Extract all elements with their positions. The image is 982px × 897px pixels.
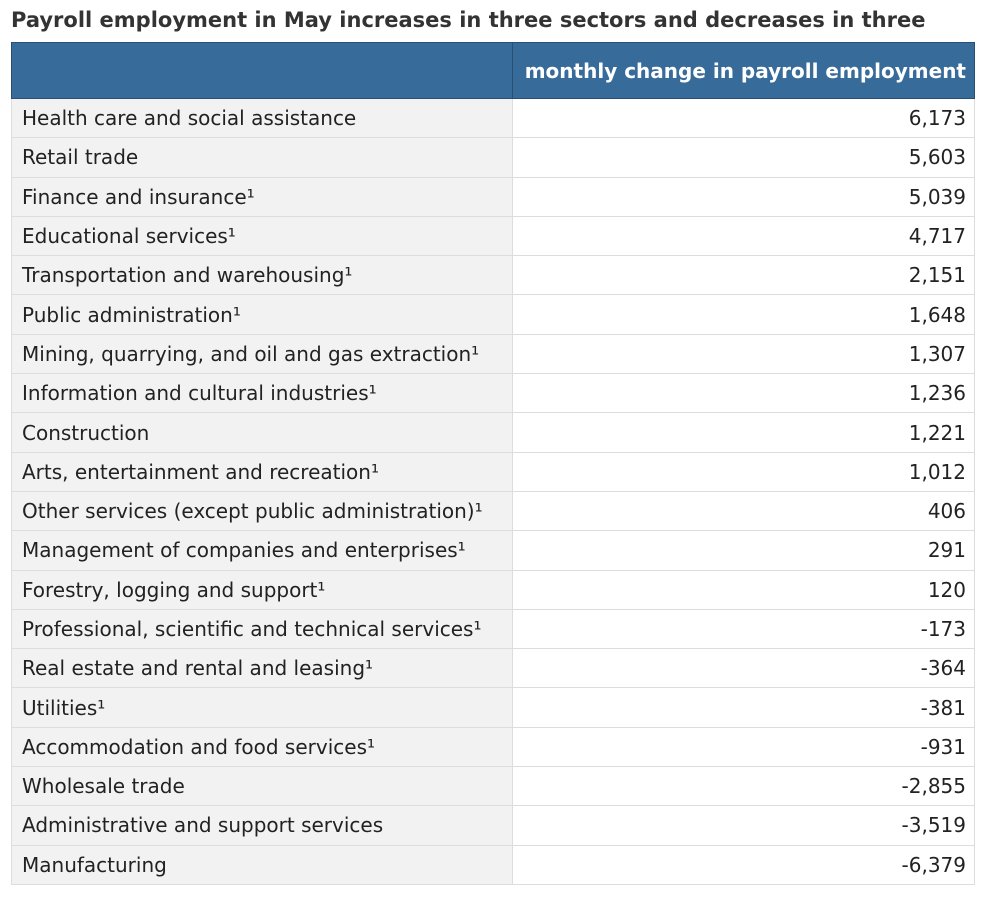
sector-label: Other services (except public administra… xyxy=(11,490,513,532)
sector-label: Information and cultural industries¹ xyxy=(11,373,513,414)
table-row: Arts, entertainment and recreation¹ 1,012 xyxy=(11,451,975,492)
monthly-change-column-header: monthly change in payroll employment xyxy=(512,42,975,99)
table-row: Information and cultural industries¹ 1,23… xyxy=(11,373,975,414)
monthly-change-value: -6,379 xyxy=(512,844,975,885)
table-row: Manufacturing -6,379 xyxy=(11,844,975,885)
monthly-change-value: 2,151 xyxy=(512,255,975,296)
header-row: monthly change in payroll employment xyxy=(11,42,975,99)
monthly-change-value: 1,012 xyxy=(512,451,975,492)
table-title: Payroll employment in May increases in t… xyxy=(11,8,926,32)
payroll-table: monthly change in payroll employment Hea… xyxy=(11,42,975,885)
sector-label: Finance and insurance¹ xyxy=(11,176,513,217)
table-row: Retail trade 5,603 xyxy=(11,137,975,178)
table-row: Mining, quarrying, and oil and gas extra… xyxy=(11,333,975,375)
monthly-change-value: 1,307 xyxy=(512,333,975,375)
sector-label: Professional, scientific and technical s… xyxy=(11,608,513,650)
sector-label: Public administration¹ xyxy=(11,294,513,335)
table-row: Public administration¹ 1,648 xyxy=(11,294,975,335)
table-row: Health care and social assistance 6,173 xyxy=(11,97,975,139)
table-row: Real estate and rental and leasing¹ -364 xyxy=(11,648,975,689)
monthly-change-value: 5,039 xyxy=(512,176,975,217)
table-body: Health care and social assistance 6,173 Re… xyxy=(11,97,975,885)
table-header: monthly change in payroll employment xyxy=(11,42,975,99)
sector-label: Utilities¹ xyxy=(11,687,513,728)
table-row: Other services (except public administra… xyxy=(11,490,975,532)
monthly-change-value: -2,855 xyxy=(512,766,975,807)
sector-label: Wholesale trade xyxy=(11,766,513,807)
table-row: Transportation and warehousing¹ 2,151 xyxy=(11,255,975,296)
sector-label: Construction xyxy=(11,412,513,453)
monthly-change-value: -3,519 xyxy=(512,805,975,846)
table-row: Management of companies and enterprises¹… xyxy=(11,530,975,571)
monthly-change-value: -931 xyxy=(512,726,975,768)
table-row: Forestry, logging and support¹ 120 xyxy=(11,569,975,610)
sector-label: Arts, entertainment and recreation¹ xyxy=(11,451,513,492)
table-row: Administrative and support services -3,51… xyxy=(11,805,975,846)
sector-label: Transportation and warehousing¹ xyxy=(11,255,513,296)
sector-label: Mining, quarrying, and oil and gas extra… xyxy=(11,333,513,375)
monthly-change-value: 1,648 xyxy=(512,294,975,335)
table-row: Construction 1,221 xyxy=(11,412,975,453)
sector-label: Real estate and rental and leasing¹ xyxy=(11,648,513,689)
monthly-change-value: 291 xyxy=(512,530,975,571)
sector-label: Health care and social assistance xyxy=(11,97,513,139)
monthly-change-value: 406 xyxy=(512,490,975,532)
table-row: Wholesale trade -2,855 xyxy=(11,766,975,807)
sector-label: Accommodation and food services¹ xyxy=(11,726,513,768)
monthly-change-value: -173 xyxy=(512,608,975,650)
sector-column-header xyxy=(11,42,513,99)
table-row: Finance and insurance¹ 5,039 xyxy=(11,176,975,217)
monthly-change-value: 1,221 xyxy=(512,412,975,453)
table-row: Educational services¹ 4,717 xyxy=(11,215,975,257)
sector-label: Forestry, logging and support¹ xyxy=(11,569,513,610)
sector-label: Educational services¹ xyxy=(11,215,513,257)
sector-label: Management of companies and enterprises¹ xyxy=(11,530,513,571)
monthly-change-value: 6,173 xyxy=(512,97,975,139)
monthly-change-value: -364 xyxy=(512,648,975,689)
monthly-change-value: 5,603 xyxy=(512,137,975,178)
sector-label: Manufacturing xyxy=(11,844,513,885)
sector-label: Administrative and support services xyxy=(11,805,513,846)
monthly-change-value: 120 xyxy=(512,569,975,610)
monthly-change-value: 1,236 xyxy=(512,373,975,414)
table-row: Utilities¹ -381 xyxy=(11,687,975,728)
monthly-change-value: 4,717 xyxy=(512,215,975,257)
table-row: Professional, scientific and technical s… xyxy=(11,608,975,650)
table-row: Accommodation and food services¹ -931 xyxy=(11,726,975,768)
sector-label: Retail trade xyxy=(11,137,513,178)
monthly-change-value: -381 xyxy=(512,687,975,728)
